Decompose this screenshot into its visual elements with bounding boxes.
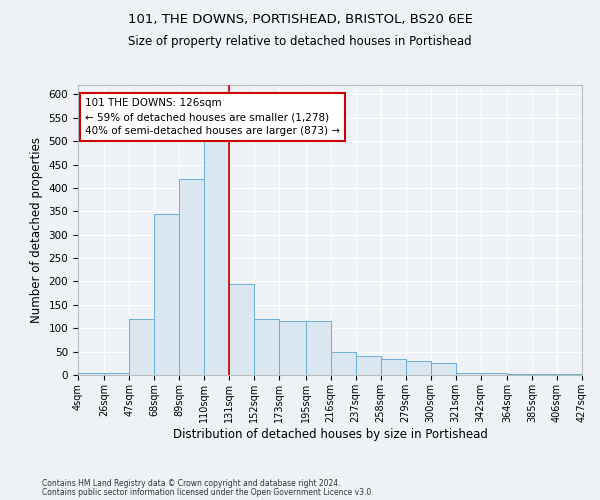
- Text: Size of property relative to detached houses in Portishead: Size of property relative to detached ho…: [128, 35, 472, 48]
- Bar: [456, 372, 481, 375]
- Bar: [104, 372, 129, 375]
- Bar: [179, 178, 204, 375]
- Bar: [431, 364, 456, 375]
- Text: Contains public sector information licensed under the Open Government Licence v3: Contains public sector information licen…: [42, 488, 374, 497]
- Bar: [507, 374, 532, 375]
- Text: Contains HM Land Registry data © Crown copyright and database right 2024.: Contains HM Land Registry data © Crown c…: [42, 478, 341, 488]
- Bar: [532, 374, 557, 375]
- Bar: [78, 372, 104, 375]
- Bar: [305, 321, 331, 375]
- Bar: [229, 284, 254, 375]
- Bar: [204, 127, 229, 375]
- Bar: [557, 374, 582, 375]
- Text: 101, THE DOWNS, PORTISHEAD, BRISTOL, BS20 6EE: 101, THE DOWNS, PORTISHEAD, BRISTOL, BS2…: [128, 12, 473, 26]
- Bar: [280, 321, 305, 375]
- Y-axis label: Number of detached properties: Number of detached properties: [30, 137, 43, 323]
- X-axis label: Distribution of detached houses by size in Portishead: Distribution of detached houses by size …: [173, 428, 487, 440]
- Bar: [154, 214, 179, 375]
- Bar: [331, 352, 356, 375]
- Bar: [481, 372, 507, 375]
- Bar: [356, 356, 380, 375]
- Bar: [254, 319, 280, 375]
- Bar: [129, 319, 154, 375]
- Bar: [380, 358, 406, 375]
- Text: 101 THE DOWNS: 126sqm
← 59% of detached houses are smaller (1,278)
40% of semi-d: 101 THE DOWNS: 126sqm ← 59% of detached …: [85, 98, 340, 136]
- Bar: [406, 361, 431, 375]
